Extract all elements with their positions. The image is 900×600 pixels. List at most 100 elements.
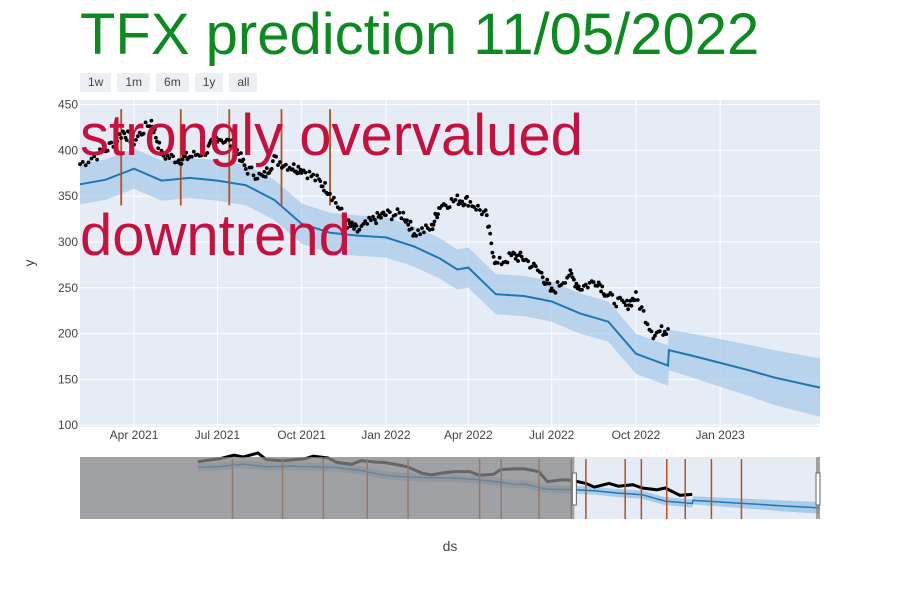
actual-point [532, 261, 536, 266]
actual-point [303, 170, 308, 175]
actual-point [513, 256, 518, 261]
actual-point [92, 154, 97, 159]
actual-point [100, 149, 105, 153]
y-axis-ticks: 100 150 200 250 300 350 400 450 [58, 98, 78, 433]
x-tick-label: Jul 2022 [529, 428, 575, 442]
actual-point [311, 172, 316, 177]
actual-point [427, 228, 432, 232]
actual-point [478, 208, 482, 212]
actual-point [291, 162, 296, 167]
y-tick-label: 400 [58, 143, 78, 157]
actual-point [163, 157, 168, 161]
actual-point [435, 215, 440, 220]
range-slider-handle-left[interactable] [571, 472, 577, 506]
actual-point [472, 205, 476, 209]
x-tick-label: Oct 2022 [612, 428, 661, 442]
actual-point [352, 227, 356, 231]
actual-point [399, 216, 404, 221]
actual-point [132, 142, 136, 147]
range-slider-handle-right[interactable] [815, 472, 821, 506]
actual-point [634, 290, 638, 294]
range-slider[interactable] [80, 451, 821, 519]
actual-point [612, 301, 617, 306]
actual-point [136, 134, 140, 139]
actual-point [199, 153, 204, 158]
actual-point [495, 261, 500, 265]
actual-point [230, 137, 235, 142]
actual-point [625, 298, 629, 303]
actual-point [239, 151, 243, 156]
actual-point [420, 226, 424, 231]
actual-point [518, 250, 523, 255]
actual-point [152, 127, 157, 132]
actual-point [645, 322, 650, 327]
actual-point [129, 137, 134, 142]
actual-point [361, 222, 366, 226]
actual-point [263, 174, 268, 179]
actual-point [105, 148, 110, 153]
actual-point [322, 188, 326, 193]
actual-point [487, 224, 491, 229]
actual-point [653, 333, 657, 338]
actual-point [580, 287, 584, 292]
actual-point [555, 280, 560, 284]
uncertainty-band-area [80, 148, 820, 417]
actual-point [156, 146, 161, 151]
actual-point [387, 210, 392, 215]
actual-point [86, 160, 91, 165]
actual-point [519, 254, 524, 259]
actual-point [540, 275, 545, 280]
actual-point [505, 260, 510, 265]
x-tick-label: Oct 2021 [277, 428, 326, 442]
actual-point [98, 147, 102, 152]
actual-point [389, 217, 394, 222]
actual-point [465, 194, 469, 199]
actual-point [576, 284, 581, 289]
actual-point [167, 156, 172, 161]
range-button-1w[interactable]: 1w [80, 73, 112, 92]
actual-point [666, 327, 670, 331]
actual-point [661, 333, 665, 337]
actual-point [313, 178, 318, 183]
actual-point [262, 169, 267, 174]
actual-point [341, 214, 346, 219]
annotation-strongly-overvalued: strongly overvalued [80, 103, 583, 168]
actual-point [119, 136, 123, 140]
actual-point [80, 160, 85, 164]
actual-point [632, 298, 637, 303]
actual-point [271, 159, 275, 164]
actual-point [569, 271, 574, 276]
actual-point [406, 222, 411, 227]
actual-point [489, 241, 494, 246]
actual-point [201, 147, 206, 152]
actual-point [659, 324, 664, 329]
actual-point [151, 130, 156, 135]
actual-point [516, 259, 520, 263]
range-button-all[interactable]: all [229, 73, 258, 92]
actual-point [395, 207, 400, 212]
range-button-1y[interactable]: 1y [194, 73, 224, 92]
x-tick-label: Apr 2022 [444, 428, 493, 442]
actual-point [214, 135, 219, 140]
actual-point [583, 282, 588, 287]
y-tick-label: 250 [58, 281, 78, 295]
event-lines [120, 109, 331, 206]
actual-point [453, 198, 458, 202]
chart-title: TFX prediction 11/05/2022 [80, 2, 760, 67]
range-button-6m[interactable]: 6m [156, 73, 189, 92]
actual-point [418, 232, 422, 237]
range-button-1m[interactable]: 1m [117, 73, 151, 92]
actual-point [205, 151, 210, 155]
actual-point [443, 203, 448, 208]
actual-point [509, 253, 514, 258]
actual-point [219, 138, 224, 143]
x-tick-label: Jul 2021 [195, 428, 241, 442]
actual-point [320, 184, 325, 189]
actual-point [484, 213, 489, 218]
actual-point [549, 286, 554, 291]
x-tick-label: Jan 2023 [695, 428, 745, 442]
actual-point [639, 305, 644, 309]
actual-point [251, 173, 256, 178]
forecast-trend-line [79, 167, 821, 389]
actual-point [369, 218, 373, 223]
